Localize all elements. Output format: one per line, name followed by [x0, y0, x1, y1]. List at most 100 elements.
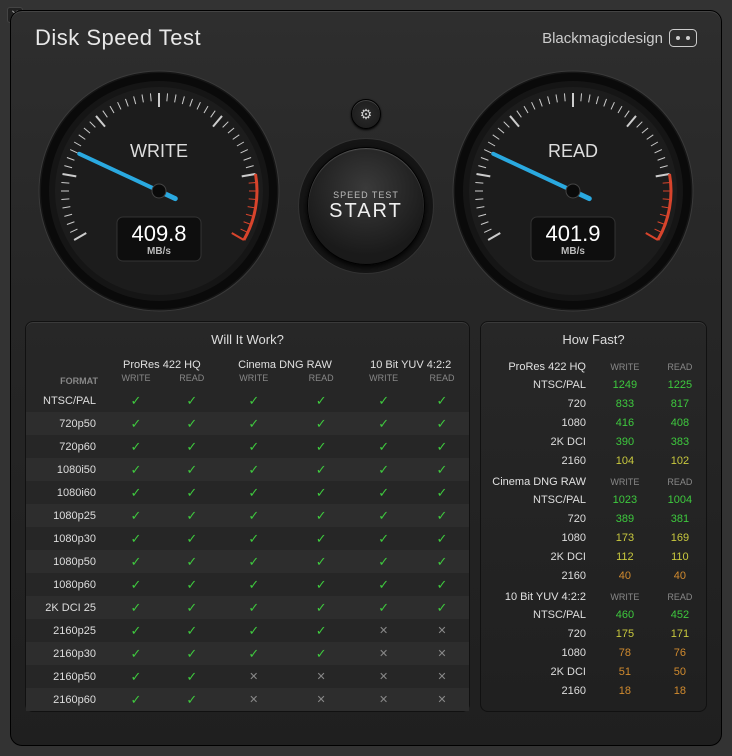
- check-cell: ✓: [106, 412, 166, 435]
- check-cell: ✓: [415, 550, 469, 573]
- check-cell: ✓: [290, 389, 352, 412]
- svg-text:READ: READ: [548, 141, 598, 161]
- check-icon: ✓: [131, 646, 142, 661]
- check-icon: ✓: [248, 646, 259, 661]
- table-row: 1080i60✓✓✓✓✓✓: [26, 481, 469, 504]
- cross-icon: ✕: [379, 671, 388, 683]
- check-icon: ✓: [186, 554, 197, 569]
- check-cell: ✓: [106, 642, 166, 665]
- check-icon: ✓: [437, 439, 448, 454]
- format-row-label: 1080p60: [26, 573, 106, 596]
- check-icon: ✓: [437, 416, 448, 431]
- cross-icon: ✕: [437, 625, 446, 637]
- sub-header: WRITE: [596, 470, 654, 490]
- format-row-label: 720p50: [26, 412, 106, 435]
- check-cell: ✓: [166, 619, 218, 642]
- check-icon: ✓: [131, 531, 142, 546]
- format-row-label: 720: [481, 624, 596, 643]
- format-row-label: 1080: [481, 413, 596, 432]
- table-row: 720p60✓✓✓✓✓✓: [26, 435, 469, 458]
- start-button[interactable]: SPEED TEST START: [307, 147, 425, 265]
- read-value: 381: [654, 509, 706, 528]
- cross-icon: ✕: [437, 671, 446, 683]
- table-row: NTSC/PAL✓✓✓✓✓✓: [26, 389, 469, 412]
- check-icon: ✓: [131, 393, 142, 408]
- check-cell: ✓: [290, 642, 352, 665]
- cross-cell: ✕: [352, 665, 415, 688]
- svg-text:409.8: 409.8: [131, 221, 186, 246]
- format-row-label: 2K DCI: [481, 547, 596, 566]
- sub-header: READ: [415, 373, 469, 389]
- check-cell: ✓: [106, 458, 166, 481]
- write-value: 175: [596, 624, 654, 643]
- write-value: 104: [596, 451, 654, 470]
- table-row: 1080p50✓✓✓✓✓✓: [26, 550, 469, 573]
- brand-label: Blackmagicdesign: [542, 30, 663, 47]
- settings-button[interactable]: ⚙: [351, 99, 381, 129]
- check-cell: ✓: [166, 665, 218, 688]
- format-row-label: NTSC/PAL: [26, 389, 106, 412]
- check-icon: ✓: [186, 623, 197, 638]
- table-row: 2K DCI112110: [481, 547, 706, 566]
- check-icon: ✓: [378, 577, 389, 592]
- write-value: 460: [596, 605, 654, 624]
- read-value: 18: [654, 681, 706, 700]
- format-row-label: 720: [481, 509, 596, 528]
- svg-text:401.9: 401.9: [545, 221, 600, 246]
- read-value: 408: [654, 413, 706, 432]
- start-big-label: START: [308, 200, 424, 223]
- check-cell: ✓: [106, 389, 166, 412]
- check-cell: ✓: [415, 435, 469, 458]
- check-cell: ✓: [218, 550, 290, 573]
- write-value: 416: [596, 413, 654, 432]
- check-cell: ✓: [106, 688, 166, 711]
- check-icon: ✓: [248, 600, 259, 615]
- table-row: 2160p50✓✓✕✕✕✕: [26, 665, 469, 688]
- cross-icon: ✕: [379, 694, 388, 706]
- check-cell: ✓: [218, 458, 290, 481]
- read-value: 1225: [654, 375, 706, 394]
- cross-icon: ✕: [317, 694, 326, 706]
- check-cell: ✓: [290, 573, 352, 596]
- check-icon: ✓: [378, 416, 389, 431]
- table-row: 1080416408: [481, 413, 706, 432]
- write-value: 390: [596, 432, 654, 451]
- check-icon: ✓: [186, 439, 197, 454]
- check-icon: ✓: [248, 554, 259, 569]
- check-icon: ✓: [378, 554, 389, 569]
- check-icon: ✓: [316, 646, 327, 661]
- check-cell: ✓: [218, 596, 290, 619]
- write-value: 40: [596, 566, 654, 585]
- svg-text:MB/s: MB/s: [561, 246, 585, 257]
- cross-icon: ✕: [379, 625, 388, 637]
- main-panel: Disk Speed Test Blackmagicdesign WRITE 40…: [10, 10, 722, 746]
- check-icon: ✓: [316, 508, 327, 523]
- check-icon: ✓: [248, 531, 259, 546]
- check-icon: ✓: [378, 508, 389, 523]
- table-row: 2160p60✓✓✕✕✕✕: [26, 688, 469, 711]
- cross-cell: ✕: [218, 665, 290, 688]
- format-row-label: NTSC/PAL: [481, 490, 596, 509]
- check-icon: ✓: [378, 485, 389, 500]
- format-row-label: 1080i60: [26, 481, 106, 504]
- read-value: 50: [654, 662, 706, 681]
- cross-icon: ✕: [437, 648, 446, 660]
- check-icon: ✓: [186, 577, 197, 592]
- check-cell: ✓: [218, 642, 290, 665]
- table-row: 2K DCI 25✓✓✓✓✓✓: [26, 596, 469, 619]
- check-cell: ✓: [352, 412, 415, 435]
- check-icon: ✓: [131, 669, 142, 684]
- cross-icon: ✕: [249, 694, 258, 706]
- cross-cell: ✕: [290, 665, 352, 688]
- check-icon: ✓: [316, 600, 327, 615]
- check-cell: ✓: [218, 435, 290, 458]
- write-value: 112: [596, 547, 654, 566]
- check-cell: ✓: [352, 573, 415, 596]
- check-icon: ✓: [131, 577, 142, 592]
- table-row: 2160p25✓✓✓✓✕✕: [26, 619, 469, 642]
- check-icon: ✓: [186, 669, 197, 684]
- table-row: 2K DCI390383: [481, 432, 706, 451]
- app-title: Disk Speed Test: [35, 25, 201, 51]
- check-cell: ✓: [352, 435, 415, 458]
- table-row: 1080p25✓✓✓✓✓✓: [26, 504, 469, 527]
